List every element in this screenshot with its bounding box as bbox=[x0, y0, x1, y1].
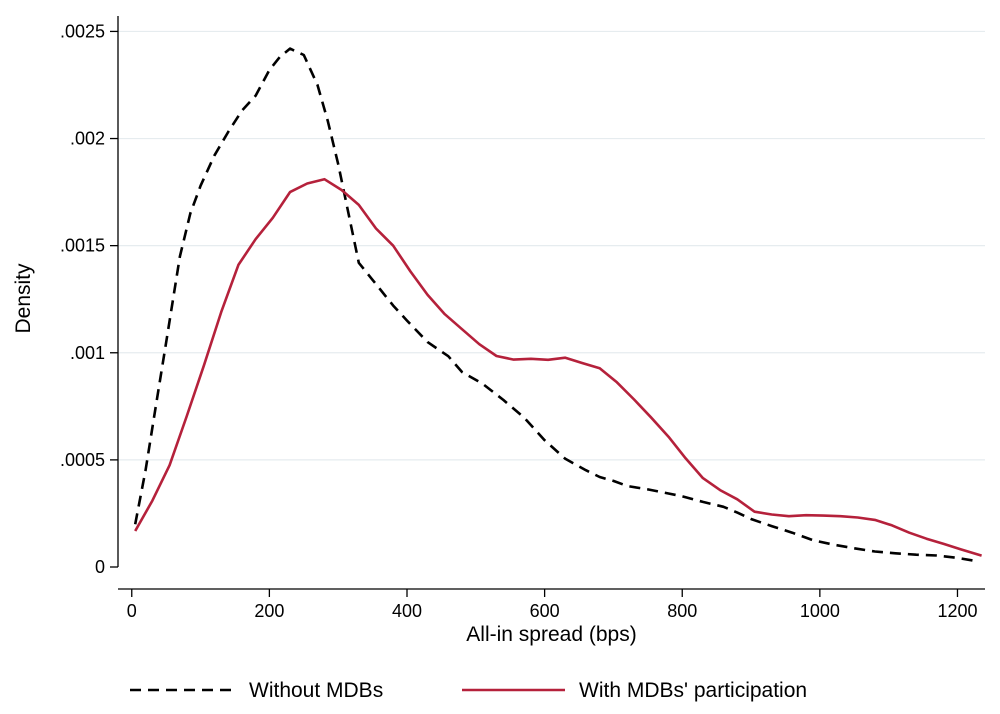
legend: Without MDBs With MDBs' participation bbox=[130, 679, 807, 702]
y-tick-label: .0015 bbox=[60, 236, 105, 256]
y-tick-label: .002 bbox=[70, 129, 105, 149]
legend-label-without-mdbs: Without MDBs bbox=[249, 679, 383, 702]
y-tick-label: .0005 bbox=[60, 450, 105, 470]
x-ticks: 0 200 400 600 800 1000 1200 bbox=[127, 589, 977, 621]
y-ticks: 0 .0005 .001 .0015 .002 .0025 bbox=[60, 21, 118, 577]
x-tick-label: 400 bbox=[392, 601, 422, 621]
y-tick-label: 0 bbox=[95, 557, 105, 577]
series-line-without-mdbs bbox=[133, 47, 979, 563]
y-tick-label: .001 bbox=[70, 343, 105, 363]
x-tick-label: 200 bbox=[254, 601, 284, 621]
series-lines bbox=[133, 47, 982, 563]
x-tick-label: 1200 bbox=[937, 601, 977, 621]
x-tick-label: 0 bbox=[127, 601, 137, 621]
grid-lines bbox=[118, 30, 985, 461]
x-tick-label: 1000 bbox=[800, 601, 840, 621]
y-tick-label: .0025 bbox=[60, 21, 105, 41]
x-tick-label: 600 bbox=[530, 601, 560, 621]
x-tick-label: 800 bbox=[667, 601, 697, 621]
y-axis-title: Density bbox=[12, 263, 35, 334]
series-line-with-mdbs bbox=[134, 177, 982, 557]
x-axis-title: All-in spread (bps) bbox=[466, 623, 636, 646]
axes bbox=[117, 16, 985, 590]
legend-label-with-mdbs: With MDBs' participation bbox=[579, 679, 807, 702]
